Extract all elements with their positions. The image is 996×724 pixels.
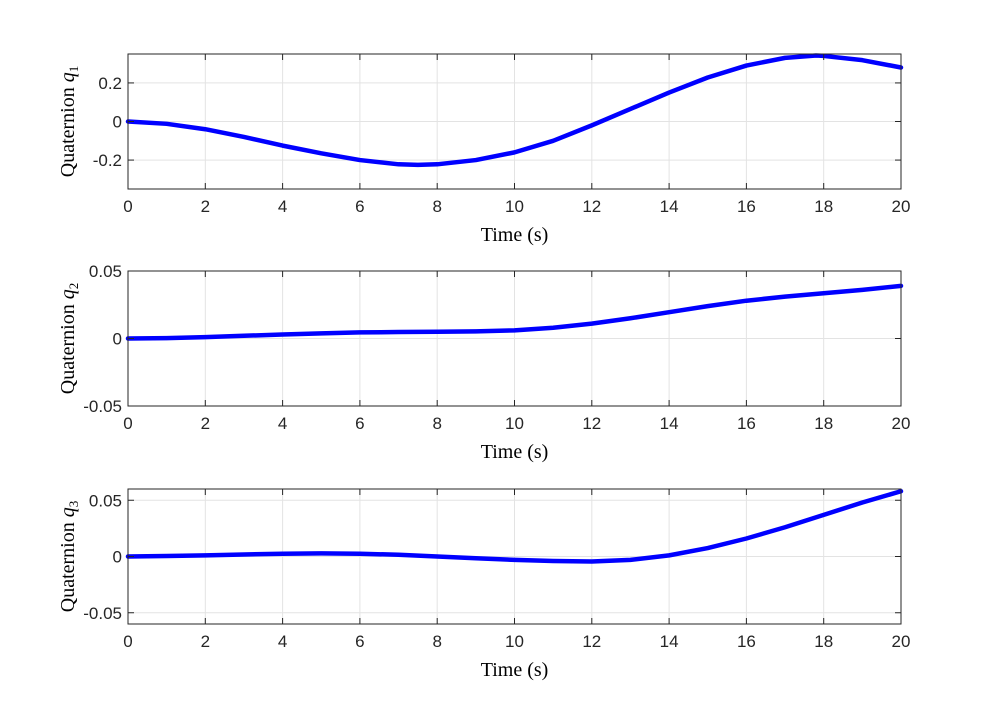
- x-tick-label: 8: [432, 197, 441, 216]
- y-tick-label: 0.05: [89, 491, 122, 510]
- y-tick-label: -0.2: [93, 151, 122, 170]
- x-tick-label: 16: [737, 197, 756, 216]
- y-axis-label: Quaternion q3: [57, 501, 81, 612]
- x-axis-label: Time (s): [481, 659, 549, 681]
- x-tick-label: 0: [123, 414, 132, 433]
- x-tick-label: 6: [355, 197, 364, 216]
- x-tick-label: 14: [660, 632, 679, 651]
- x-tick-label: 18: [814, 632, 833, 651]
- x-axis-label: Time (s): [481, 224, 549, 246]
- x-tick-label: 4: [278, 197, 287, 216]
- subplot-1: 0 2 4 6 8 10 12 14 16 18 20 -0.2 0 0.2 Time (s) Quatern…: [57, 53, 911, 246]
- y-tick-label: 0.2: [98, 74, 122, 93]
- x-tick-label: 18: [814, 197, 833, 216]
- series-line-q1: [125, 53, 904, 168]
- x-tick-label: 10: [505, 197, 524, 216]
- x-tick-label: 8: [432, 632, 441, 651]
- y-tick-label: 0: [113, 330, 122, 349]
- x-tick-label: 2: [201, 197, 210, 216]
- x-tick-label: 0: [123, 197, 132, 216]
- y-tick-label: 0.05: [89, 262, 122, 281]
- x-tick-label: 2: [201, 414, 210, 433]
- x-tick-label: 12: [582, 414, 601, 433]
- y-tick-label: -0.05: [83, 604, 122, 623]
- x-tick-label: 20: [892, 197, 911, 216]
- x-tick-label: 4: [278, 632, 287, 651]
- x-tick-label: 12: [582, 197, 601, 216]
- x-tick-label: 14: [660, 414, 679, 433]
- x-tick-label: 16: [737, 414, 756, 433]
- y-tick-label: -0.05: [83, 397, 122, 416]
- x-tick-label: 2: [201, 632, 210, 651]
- x-tick-label: 10: [505, 414, 524, 433]
- x-tick-label: 0: [123, 632, 132, 651]
- x-tick-label: 20: [892, 632, 911, 651]
- x-tick-label: 14: [660, 197, 679, 216]
- y-tick-label: 0: [113, 548, 122, 567]
- x-tick-label: 20: [892, 414, 911, 433]
- series-line-q3: [125, 489, 904, 564]
- x-tick-label: 6: [355, 632, 364, 651]
- y-axis-label: Quaternion q1: [57, 66, 81, 177]
- x-tick-label: 16: [737, 632, 756, 651]
- y-tick-label: 0: [113, 113, 122, 132]
- x-tick-label: 8: [432, 414, 441, 433]
- y-axis-label: Quaternion q2: [57, 283, 81, 394]
- series-line-q2: [125, 283, 904, 341]
- x-tick-label: 4: [278, 414, 287, 433]
- x-axis-label: Time (s): [481, 441, 549, 463]
- x-tick-label: 12: [582, 632, 601, 651]
- x-tick-label: 18: [814, 414, 833, 433]
- x-tick-label: 10: [505, 632, 524, 651]
- x-tick-label: 6: [355, 414, 364, 433]
